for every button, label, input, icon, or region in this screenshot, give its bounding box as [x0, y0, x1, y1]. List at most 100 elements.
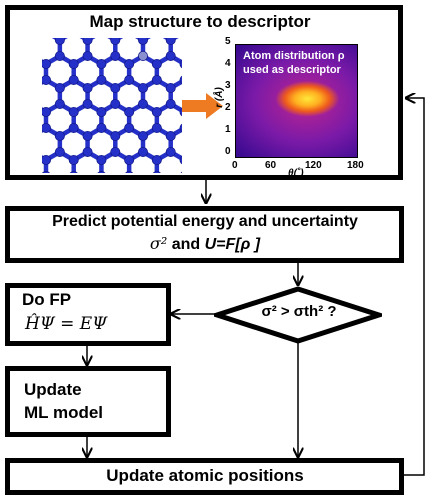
lattice-atom [54, 50, 65, 61]
update-ml-box [5, 366, 171, 437]
decision-text: σ² > σth² ? [261, 303, 337, 320]
predict-line1: Predict potential energy and uncertainty [52, 213, 358, 230]
descriptor-box-title: Map structure to descriptor [89, 12, 311, 31]
predict-box [5, 206, 404, 263]
lattice-atom [137, 83, 148, 94]
update-positions-box [5, 458, 404, 495]
lattice-atom [82, 83, 93, 94]
lattice-atom [179, 155, 182, 165]
atomic-structure-image [42, 38, 182, 173]
lattice-atom [124, 58, 135, 69]
x-tick: 0 [232, 160, 238, 171]
lattice-atom [152, 171, 161, 173]
fp-box [5, 283, 171, 346]
heatmap-caption-line1: Atom distribution ρ [243, 50, 345, 62]
lattice-atom [165, 147, 176, 158]
lattice-atom [69, 171, 78, 173]
lattice-atom [110, 131, 121, 142]
lattice-atom [82, 50, 93, 61]
lattice-atom [96, 58, 107, 69]
lattice-atom [110, 83, 121, 94]
update-positions-label: Update atomic positions [106, 466, 304, 485]
lattice-atom [68, 58, 79, 69]
lattice-atom [124, 155, 135, 166]
lattice-atom [124, 75, 135, 86]
lattice-atom [125, 171, 134, 173]
lattice-atom [179, 59, 182, 69]
update-ml-line1: Update [24, 380, 82, 399]
lattice-atom [110, 50, 121, 61]
lattice-atom [110, 38, 121, 45]
lattice-atom [68, 123, 79, 134]
y-tick: 0 [225, 146, 231, 157]
orange-arrow-icon [182, 93, 223, 119]
lattice-atom [124, 123, 135, 134]
lattice-atom [151, 123, 162, 134]
lattice-atom [180, 171, 182, 173]
fp-title: Do FP [22, 290, 72, 309]
lattice-atom [54, 99, 65, 110]
lattice-atom [110, 99, 121, 110]
lattice-atom [82, 99, 93, 110]
x-axis-label: θ(˚) [288, 168, 304, 179]
variance-symbol: σ² [149, 234, 168, 253]
lattice-atom [82, 131, 93, 142]
lattice-atom [54, 131, 65, 142]
lattice-atom [165, 131, 176, 142]
lattice-atom [42, 171, 50, 173]
decision-diamond [214, 286, 382, 344]
y-tick: 3 [225, 80, 231, 91]
predict-line2: σ² and U=F[ρ ] [0, 234, 410, 254]
y-tick: 1 [225, 124, 231, 135]
lattice-atom [82, 147, 93, 158]
lattice-atom [137, 147, 148, 158]
lattice-atom [151, 107, 162, 118]
lattice-atom [151, 75, 162, 86]
schrodinger-equation: ĤΨ = EΨ [25, 314, 108, 334]
lattice-atom [42, 59, 51, 69]
lattice-atom [54, 147, 65, 158]
model-equation: U=F[ρ ] [204, 236, 261, 253]
lattice-atom [54, 83, 65, 94]
lattice-atom [68, 107, 79, 118]
predict-connector-text: and [167, 236, 205, 253]
lattice-atom [82, 38, 93, 45]
lattice-atom [179, 107, 182, 117]
lattice-atom [124, 107, 135, 118]
update-ml-line2: ML model [24, 403, 104, 422]
lattice-atom [68, 75, 79, 86]
lattice-atom [137, 99, 148, 110]
x-tick: 180 [347, 160, 364, 171]
lattice-atom [137, 50, 148, 61]
lattice-atom [42, 75, 51, 85]
lattice-atom [68, 155, 79, 166]
lattice-atom [42, 123, 51, 133]
lattice-atom [96, 107, 107, 118]
lattice-atom [179, 123, 182, 133]
lattice-atom [179, 75, 182, 85]
lattice-atom [165, 38, 176, 45]
lattice-atom [42, 155, 51, 165]
lattice-atom [165, 50, 176, 61]
lattice-atom [151, 58, 162, 69]
lattice-atom [96, 155, 107, 166]
lattice-atom [165, 99, 176, 110]
lattice-atom [137, 131, 148, 142]
y-tick: 2 [225, 102, 231, 113]
heatmap-caption-line2: used as descriptor [243, 64, 341, 76]
y-tick: 4 [225, 58, 231, 69]
lattice-atom [96, 75, 107, 86]
lattice-atom [96, 123, 107, 134]
lattice-atom [137, 38, 148, 45]
lattice-atom [54, 38, 65, 45]
lattice-atom [42, 107, 51, 117]
lattice-atom [151, 155, 162, 166]
heatmap-plot: Atom distribution ρ used as descriptor [235, 44, 358, 158]
x-tick: 60 [265, 160, 277, 171]
lattice-atom [97, 171, 106, 173]
lattice-atom [165, 83, 176, 94]
x-tick: 120 [305, 160, 322, 171]
y-tick: 5 [225, 36, 231, 47]
lattice-atom [110, 147, 121, 158]
